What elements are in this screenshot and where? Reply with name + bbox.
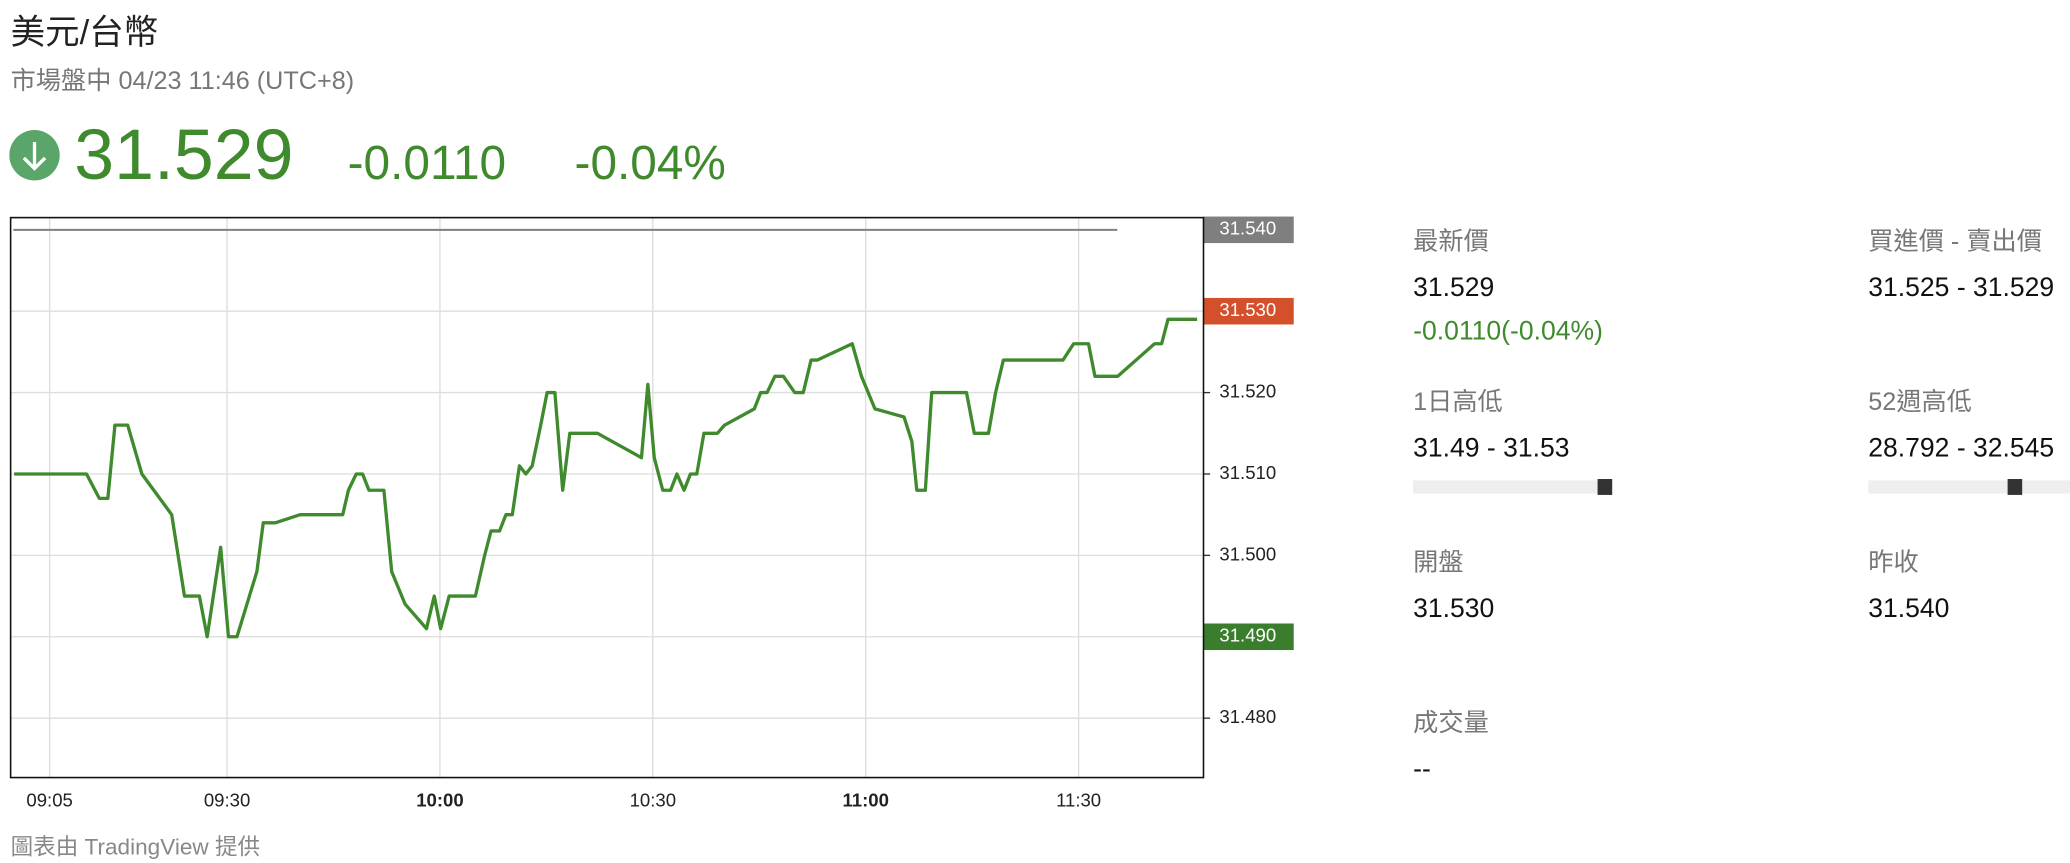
y-tick-label: 31.510 — [1219, 462, 1276, 483]
stat-label: 昨收 — [1868, 549, 1919, 578]
price-tag-label: 31.540 — [1219, 218, 1276, 239]
footer: 圖表由 TradingView 提供 — [10, 834, 261, 860]
price-line — [14, 317, 1198, 639]
stat: 1日高低 31.49 - 31.53 — [1413, 382, 1613, 495]
stat-label: 開盤 — [1413, 549, 1464, 578]
down-icon — [9, 130, 60, 181]
stat-change: -0.0110(-0.04%) — [1413, 317, 1603, 347]
stat-label: 1日高低 — [1413, 388, 1503, 417]
x-tick-label: 10:00 — [416, 789, 463, 810]
stat: 買進價 - 賣出價 31.525 - 31.529 — [1868, 222, 2054, 304]
stat: 成交量 -- — [1413, 703, 1489, 785]
stat: 昨收 31.540 — [1868, 543, 1949, 625]
stat-value: -- — [1413, 755, 1431, 785]
x-tick-label: 09:05 — [26, 789, 72, 810]
y-tick-label: 31.480 — [1219, 706, 1276, 727]
plot-frame — [9, 216, 1205, 779]
stat-label: 買進價 - 賣出價 — [1868, 228, 2042, 257]
stat-label: 成交量 — [1413, 709, 1489, 738]
subtitle: 市場盤中 04/23 11:46 (UTC+8) — [10, 67, 355, 96]
title: 美元/台幣 — [10, 11, 159, 52]
stat-value: 31.530 — [1413, 594, 1495, 624]
stat-value: 31.540 — [1868, 594, 1950, 624]
stat-value: 31.525 - 31.529 — [1868, 273, 2055, 303]
range-marker — [1597, 479, 1613, 495]
stat: 52週高低 28.792 - 32.545 — [1868, 382, 2070, 495]
y-tick-label: 31.520 — [1219, 381, 1276, 402]
stat-label: 52週高低 — [1868, 388, 1972, 417]
stat: 最新價 31.529 -0.0110(-0.04%) — [1413, 222, 1603, 348]
price-tag — [1203, 623, 1294, 651]
percent-change: -0.04% — [574, 135, 726, 190]
price-change: -0.0110 — [347, 135, 507, 190]
stat-value: 31.49 - 31.53 — [1413, 433, 1570, 464]
stat-label: 最新價 — [1413, 228, 1489, 257]
stat-value: 28.792 - 32.545 — [1868, 433, 2055, 464]
stat-value: 31.529 — [1413, 273, 1495, 303]
price-tag-label: 31.490 — [1219, 625, 1276, 646]
x-tick-label: 11:00 — [842, 789, 888, 810]
price-tag — [1203, 297, 1294, 325]
price-tag — [1203, 216, 1294, 244]
last-price: 31.529 — [74, 115, 294, 196]
y-tick-label: 31.500 — [1219, 543, 1276, 564]
price-tag-label: 31.530 — [1219, 299, 1276, 320]
range-bar — [1413, 479, 1613, 495]
stat: 開盤 31.530 — [1413, 543, 1494, 625]
range-marker — [2007, 479, 2023, 495]
x-tick-label: 10:30 — [630, 789, 676, 810]
x-tick-label: 11:30 — [1056, 789, 1101, 810]
x-tick-label: 09:30 — [204, 789, 250, 810]
range-bar — [1868, 479, 2070, 495]
chart: 09:05 09:30 10:00 10:30 11:00 11:30 31.480 31.5… — [9, 216, 1294, 810]
